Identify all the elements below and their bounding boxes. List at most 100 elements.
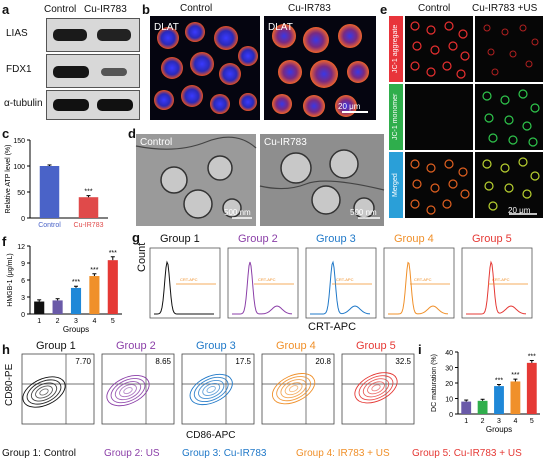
histogram-frame <box>305 247 377 319</box>
gate-label: CRT-APC <box>258 277 276 282</box>
contour-plot: 20.8 <box>261 353 335 425</box>
quadrant-value: 7.70 <box>75 357 91 366</box>
category-label: 1 <box>37 318 41 325</box>
category-label: 1 <box>464 418 468 425</box>
jc1-row-merged-label: Merged <box>389 152 403 218</box>
dlat-col-control: Control <box>180 3 213 14</box>
quadrant-value: 20.8 <box>315 357 331 366</box>
histogram-curve <box>310 260 371 315</box>
gate-label: CRT-APC <box>336 277 354 282</box>
contour-ring <box>114 381 142 401</box>
quadrant-value: 32.5 <box>395 357 411 366</box>
crt-histogram: CRT-APC <box>305 247 377 319</box>
y-tick-label: 30 <box>445 366 453 373</box>
category-label: 5 <box>111 318 115 325</box>
significance-label: *** <box>109 250 117 257</box>
contour-ring <box>371 384 381 392</box>
y-tick-label: 150 <box>13 138 25 145</box>
histogram-curve <box>154 260 214 315</box>
contour-ring <box>362 378 390 398</box>
histogram-frame <box>461 247 533 319</box>
legend-item-2: Group 2: US <box>104 448 160 459</box>
contour-ring <box>284 382 303 396</box>
contour-plot: 32.5 <box>341 353 415 425</box>
y-tick-label: 9 <box>21 261 25 268</box>
contour-ring <box>367 381 385 395</box>
contour-ring <box>280 379 307 399</box>
bar <box>89 276 100 314</box>
blot-row-fdx1: FDX1 <box>6 64 32 75</box>
bar <box>461 401 472 414</box>
tem-label-cu-ir783: Cu-IR783 <box>264 137 307 148</box>
category-label: 3 <box>74 318 78 325</box>
significance-label: *** <box>495 378 503 385</box>
contour-ring <box>288 385 299 393</box>
significance-label: *** <box>72 279 80 286</box>
panel-i-label: i <box>418 342 422 357</box>
blot-band <box>53 99 89 111</box>
blot-strip-lias <box>46 18 140 52</box>
contour-ring <box>354 372 398 404</box>
y-tick-label: 6 <box>21 278 25 285</box>
y-tick-label: 0 <box>21 216 25 223</box>
y-axis-label: HMGB-1 (μg/mL) <box>7 253 14 306</box>
contour-ring <box>272 373 316 405</box>
crt-histogram-title: Group 1 <box>160 233 200 245</box>
y-tick-label: 40 <box>445 350 453 357</box>
cd86-x-label: CD86-APC <box>186 430 236 441</box>
jc1-col-control: Control <box>418 3 451 14</box>
blot-row-tubulin: α-tubulin <box>4 98 43 109</box>
y-tick-label: 12 <box>17 244 25 251</box>
contour-ring <box>22 376 66 408</box>
panel-a-label: a <box>2 2 10 17</box>
tem-label-control: Control <box>140 137 173 148</box>
blot-strip-fdx1 <box>46 54 140 88</box>
y-tick-label: 0 <box>449 412 453 419</box>
contour-ring <box>193 376 229 403</box>
contour-frame <box>21 353 95 425</box>
contour-ring <box>26 379 62 405</box>
category-label: 2 <box>481 418 485 425</box>
crt-histogram: CRT-APC <box>383 247 455 319</box>
blot-band <box>53 29 87 41</box>
blot-row-lias: LIAS <box>6 28 28 39</box>
cd80-y-label: CD80-PE <box>4 363 15 406</box>
legend-item-4: Group 4: IR783 + US <box>296 448 390 459</box>
y-tick-label: 3 <box>21 295 25 302</box>
gate-label: CRT-APC <box>492 277 510 282</box>
bar <box>477 400 488 414</box>
chart-atp: 0 50 100 150 Control *** Cu-IR783 Relative ATP … <box>5 138 108 229</box>
histogram-curve <box>388 261 449 315</box>
panel-g-label: g <box>132 230 140 245</box>
quadrant-value: 8.65 <box>155 357 171 366</box>
contour-ring <box>119 384 137 398</box>
chart-dc-maturation: 0 10 20 30 40 1 2 *** 3 *** 4 *** 5 DC maturation (%)… <box>431 350 540 434</box>
significance-label: *** <box>511 372 519 379</box>
category-label: Control <box>38 222 61 229</box>
contour-plot-title: Group 3 <box>196 340 236 352</box>
contour-ring <box>35 385 53 399</box>
tem-scale-label-1: 500 nm <box>224 208 251 217</box>
legend-item-5: Group 5: Cu-IR783 + US <box>412 448 522 459</box>
category-label: 4 <box>513 418 517 425</box>
contour-plot: 17.5 <box>181 353 255 425</box>
bar <box>510 381 521 414</box>
crt-histogram-title: Group 4 <box>394 233 434 245</box>
contour-ring <box>276 376 311 402</box>
bar <box>107 260 118 314</box>
crt-x-label: CRT-APC <box>308 321 357 333</box>
dlat-stain-label-2: DLAT <box>268 22 293 33</box>
jc1-row-aggregate-label: JC-1 aggregate <box>389 16 403 82</box>
jc1-image-grid <box>405 16 543 218</box>
quadrant-value: 17.5 <box>235 357 251 366</box>
crt-histogram: CRT-APC <box>149 247 221 319</box>
contour-plot: 7.70 <box>21 353 95 425</box>
panel-e-label: e <box>380 2 388 17</box>
bar <box>34 301 45 314</box>
y-tick-label: 50 <box>17 190 25 197</box>
crt-histogram-title: Group 5 <box>472 233 512 245</box>
contour-ring <box>39 388 49 396</box>
tem-scale-label-2: 500 nm <box>350 208 377 217</box>
y-tick-label: 10 <box>445 397 453 404</box>
